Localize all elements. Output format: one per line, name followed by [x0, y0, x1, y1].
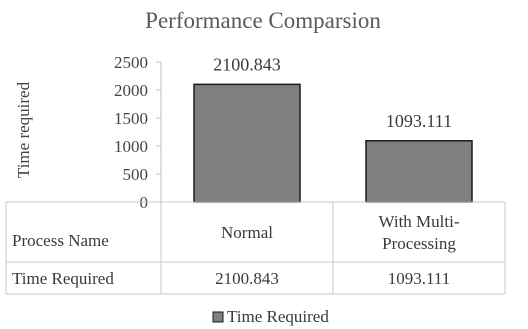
- y-axis-title: Time required: [14, 81, 33, 178]
- y-tick-label: 2000: [114, 81, 148, 100]
- legend-label: Time Required: [227, 307, 329, 326]
- y-tick-label: 1500: [114, 109, 148, 128]
- data-labels: 2100.843 1093.111: [213, 54, 452, 130]
- x-category-label: With Multi-: [378, 212, 459, 231]
- table-cell-value: 1093.111: [388, 269, 451, 288]
- data-label: 2100.843: [213, 54, 281, 74]
- table-header-label: Process Name: [12, 231, 109, 250]
- table-row-label: Time Required: [12, 269, 114, 288]
- legend-swatch: [212, 311, 224, 323]
- x-category-label: Normal: [221, 223, 273, 242]
- legend: Time Required: [212, 307, 329, 326]
- x-category-label: Processing: [382, 234, 456, 253]
- y-tick-label: 1000: [114, 137, 148, 156]
- data-table: Process Name Time Required Normal 2100.843 W…: [5, 201, 506, 295]
- chart-title: Performance Comparsion: [145, 8, 381, 33]
- bar-series: [193, 83, 473, 203]
- table-cell-value: 2100.843: [215, 269, 279, 288]
- bar: [365, 140, 473, 203]
- bar: [193, 83, 301, 203]
- y-tick-label: 500: [123, 165, 149, 184]
- y-tick-label: 2500: [114, 53, 148, 72]
- data-label: 1093.111: [386, 111, 452, 131]
